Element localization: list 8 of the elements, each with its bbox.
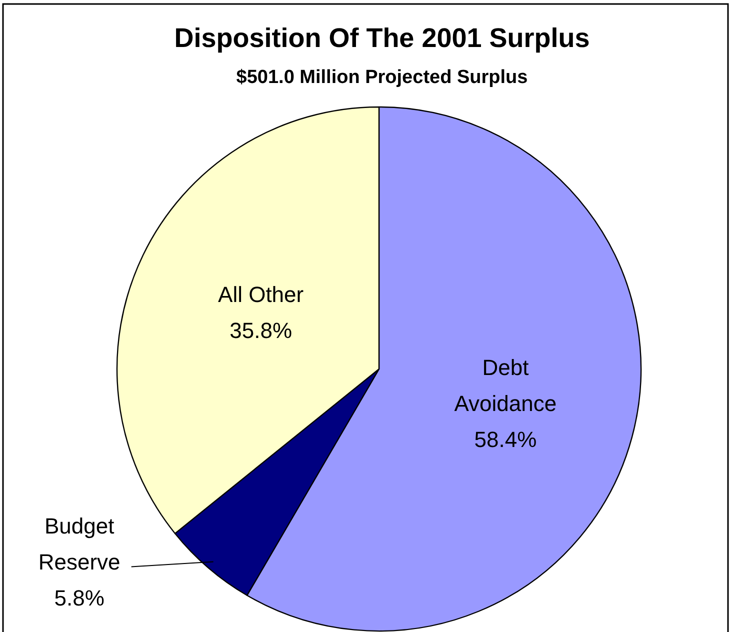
slice-label: Debt Avoidance bbox=[454, 354, 557, 416]
chart-title: Disposition Of The 2001 Surplus bbox=[174, 23, 590, 53]
data-label: 58.4% bbox=[474, 426, 537, 452]
data-label: 35.8% bbox=[230, 318, 292, 344]
chart-subtitle: $501.0 Million Projected Surplus bbox=[236, 67, 528, 88]
slice-label: All Other bbox=[218, 282, 304, 308]
data-label: 5.8% bbox=[54, 585, 104, 610]
slice-label: Budget Reserve bbox=[38, 513, 120, 574]
